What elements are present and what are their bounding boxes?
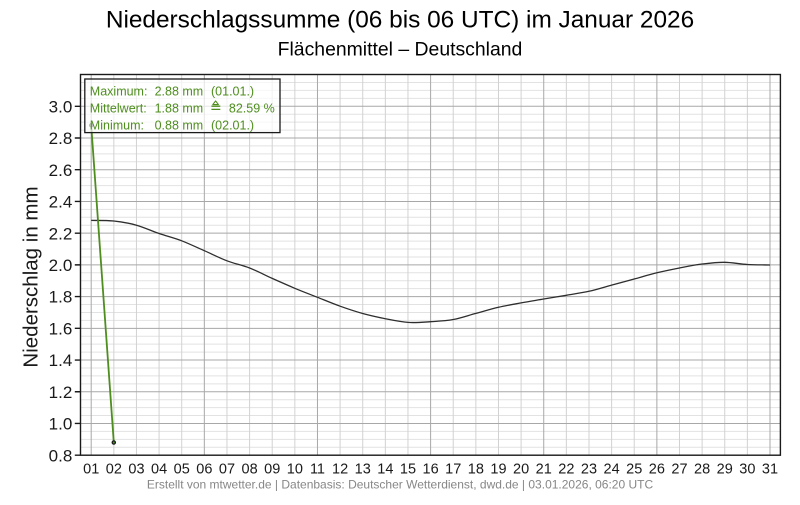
svg-text:1.0: 1.0 [49, 415, 73, 434]
svg-text:28: 28 [694, 461, 710, 477]
svg-text:12: 12 [332, 461, 348, 477]
svg-text:Flächenmittel – Deutschland: Flächenmittel – Deutschland [278, 39, 523, 61]
svg-text:31: 31 [762, 461, 778, 477]
svg-text:06: 06 [196, 461, 212, 477]
svg-text:30: 30 [739, 461, 755, 477]
svg-text:1.6: 1.6 [49, 319, 73, 338]
svg-text:05: 05 [174, 461, 190, 477]
svg-text:26: 26 [649, 461, 665, 477]
svg-text:07: 07 [219, 461, 235, 477]
svg-text:17: 17 [445, 461, 461, 477]
svg-text:29: 29 [717, 461, 733, 477]
svg-text:27: 27 [671, 461, 687, 477]
svg-text:09: 09 [264, 461, 280, 477]
svg-text:0.88 mm: 0.88 mm [155, 119, 204, 133]
svg-text:2.2: 2.2 [49, 224, 73, 243]
svg-text:19: 19 [490, 461, 506, 477]
svg-text:11: 11 [310, 461, 325, 477]
svg-text:3.0: 3.0 [49, 97, 73, 116]
svg-text:2.0: 2.0 [49, 256, 73, 275]
svg-text:01: 01 [83, 461, 99, 477]
svg-text:08: 08 [242, 461, 258, 477]
svg-text:25: 25 [626, 461, 642, 477]
svg-text:(02.01.): (02.01.) [211, 119, 254, 133]
svg-text:1.4: 1.4 [49, 351, 73, 370]
svg-text:1.2: 1.2 [49, 383, 73, 402]
svg-text:21: 21 [536, 461, 552, 477]
svg-text:1.8: 1.8 [49, 288, 73, 307]
svg-text:Niederschlag in mm: Niederschlag in mm [20, 186, 43, 367]
svg-text:2.8: 2.8 [49, 129, 73, 148]
svg-text:03: 03 [128, 461, 144, 477]
svg-text:04: 04 [151, 461, 167, 477]
svg-text:14: 14 [377, 461, 393, 477]
svg-text:0.8: 0.8 [49, 446, 73, 465]
svg-text:02: 02 [106, 461, 122, 477]
svg-text:16: 16 [423, 461, 439, 477]
svg-text:18: 18 [468, 461, 484, 477]
svg-text:13: 13 [355, 461, 371, 477]
svg-text:23: 23 [581, 461, 597, 477]
svg-text:(01.01.): (01.01.) [211, 85, 254, 99]
svg-text:1.88 mm: 1.88 mm [155, 102, 204, 116]
svg-text:22: 22 [558, 461, 574, 477]
svg-text:Minimum:: Minimum: [90, 119, 144, 133]
svg-text:2.4: 2.4 [49, 193, 73, 212]
svg-text:24: 24 [604, 461, 620, 477]
svg-text:15: 15 [400, 461, 416, 477]
svg-text:Niederschlagssumme (06 bis 06: Niederschlagssumme (06 bis 06 UTC) im Ja… [106, 7, 694, 34]
svg-text:20: 20 [513, 461, 529, 477]
svg-text:2.6: 2.6 [49, 161, 73, 180]
svg-text:Maximum:: Maximum: [90, 85, 148, 99]
svg-text:10: 10 [287, 461, 303, 477]
svg-text:Erstellt von mtwetter.de | Dat: Erstellt von mtwetter.de | Datenbasis: D… [147, 478, 654, 492]
svg-text:2.88 mm: 2.88 mm [155, 85, 204, 99]
svg-text:Mittelwert:: Mittelwert: [90, 102, 147, 116]
svg-text:82.59 %: 82.59 % [229, 102, 275, 116]
